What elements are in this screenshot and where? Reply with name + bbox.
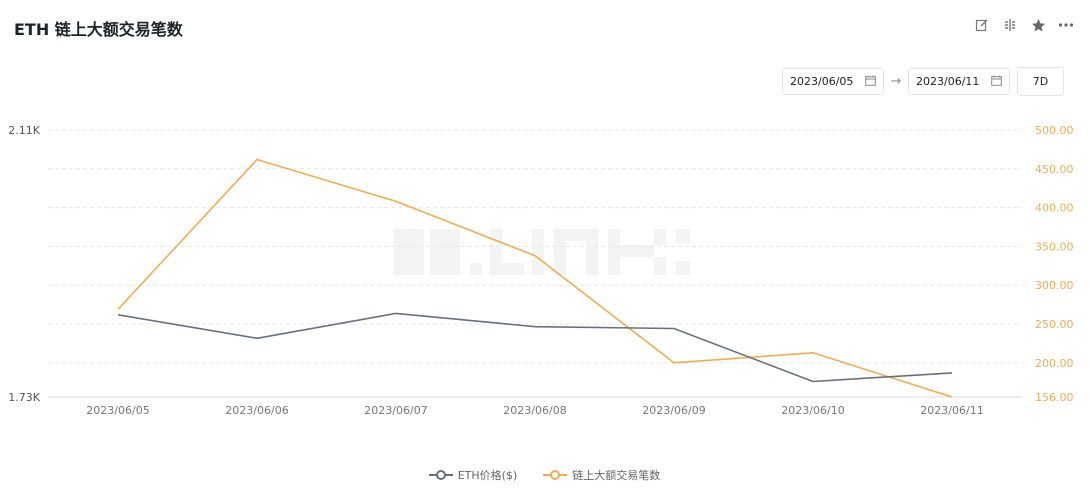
left-tick-label: 1.73K [8, 391, 40, 404]
series-line-eth-price[interactable] [117, 312, 953, 383]
series-layer [113, 154, 957, 402]
x-tick-label: 2023/06/07 [364, 404, 427, 417]
right-tick-label: 450.00 [1035, 163, 1074, 176]
watermark-logo [394, 229, 690, 275]
x-tick-label: 2023/06/11 [920, 404, 983, 417]
right-tick-label: 300.00 [1035, 279, 1074, 292]
data-point-large-tx-count[interactable] [252, 154, 262, 164]
edit-icon[interactable] [973, 16, 991, 34]
left-tick-label: 2.11K [8, 124, 40, 137]
date-range-picker: 2023/06/05 → 2023/06/11 7D [782, 67, 1064, 96]
legend-label-price: ETH价格($) [457, 469, 518, 482]
data-point-eth-price[interactable] [252, 333, 262, 343]
end-date-field[interactable]: 2023/06/11 [908, 68, 1010, 95]
data-point-eth-price[interactable] [530, 322, 540, 332]
chart-toolbar [973, 16, 1075, 34]
data-point-large-tx-count[interactable] [530, 251, 540, 261]
left-axis: 2.11K 1.73K [8, 124, 40, 404]
page-title: ETH 链上大额交易笔数 [14, 20, 183, 39]
data-point-large-tx-count[interactable] [947, 392, 957, 402]
right-tick-label: 500.00 [1035, 124, 1074, 137]
range-7d-button[interactable]: 7D [1017, 67, 1064, 96]
more-icon[interactable] [1057, 16, 1075, 34]
legend-label-count: 链上大额交易笔数 [572, 469, 661, 482]
x-tick-label: 2023/06/05 [86, 404, 149, 417]
data-point-eth-price[interactable] [808, 377, 818, 387]
legend: ETH价格($) 链上大额交易笔数 [0, 467, 1089, 483]
x-tick-label: 2023/06/08 [503, 404, 566, 417]
start-date-field[interactable]: 2023/06/05 [782, 68, 884, 95]
legend-item-eth-price[interactable]: ETH价格($) [428, 467, 518, 483]
right-tick-label: 156.00 [1035, 391, 1074, 404]
star-icon[interactable] [1029, 16, 1047, 34]
end-date-value: 2023/06/11 [916, 75, 980, 88]
data-point-eth-price[interactable] [113, 310, 123, 320]
right-axis: 500.00 450.00 400.00 350.00 300.00 250.00 200.… [1035, 124, 1074, 404]
calendar-icon [865, 75, 876, 89]
data-point-eth-price[interactable] [391, 308, 401, 318]
data-point-eth-price[interactable] [947, 368, 957, 378]
data-point-large-tx-count[interactable] [808, 348, 818, 358]
legend-swatch-count [543, 470, 568, 480]
data-point-large-tx-count[interactable] [669, 358, 679, 368]
data-point-eth-price[interactable] [669, 323, 679, 333]
right-tick-label: 200.00 [1035, 357, 1074, 370]
legend-swatch-price [428, 470, 453, 480]
calendar-icon [991, 75, 1002, 89]
right-tick-label: 250.00 [1035, 318, 1074, 331]
x-tick-label: 2023/06/06 [225, 404, 288, 417]
legend-item-large-tx-count[interactable]: 链上大额交易笔数 [543, 467, 660, 483]
series-line-large-tx-count[interactable] [117, 158, 953, 398]
data-point-large-tx-count[interactable] [391, 196, 401, 206]
x-tick-label: 2023/06/09 [642, 404, 705, 417]
arrow-right-icon: → [890, 74, 902, 89]
compare-icon[interactable] [1001, 16, 1019, 34]
x-tick-label: 2023/06/10 [781, 404, 844, 417]
start-date-value: 2023/06/05 [790, 75, 854, 88]
right-tick-label: 400.00 [1035, 202, 1074, 215]
x-axis: 2023/06/05 2023/06/06 2023/06/07 2023/06/08… [48, 396, 1022, 417]
right-tick-label: 350.00 [1035, 240, 1074, 253]
